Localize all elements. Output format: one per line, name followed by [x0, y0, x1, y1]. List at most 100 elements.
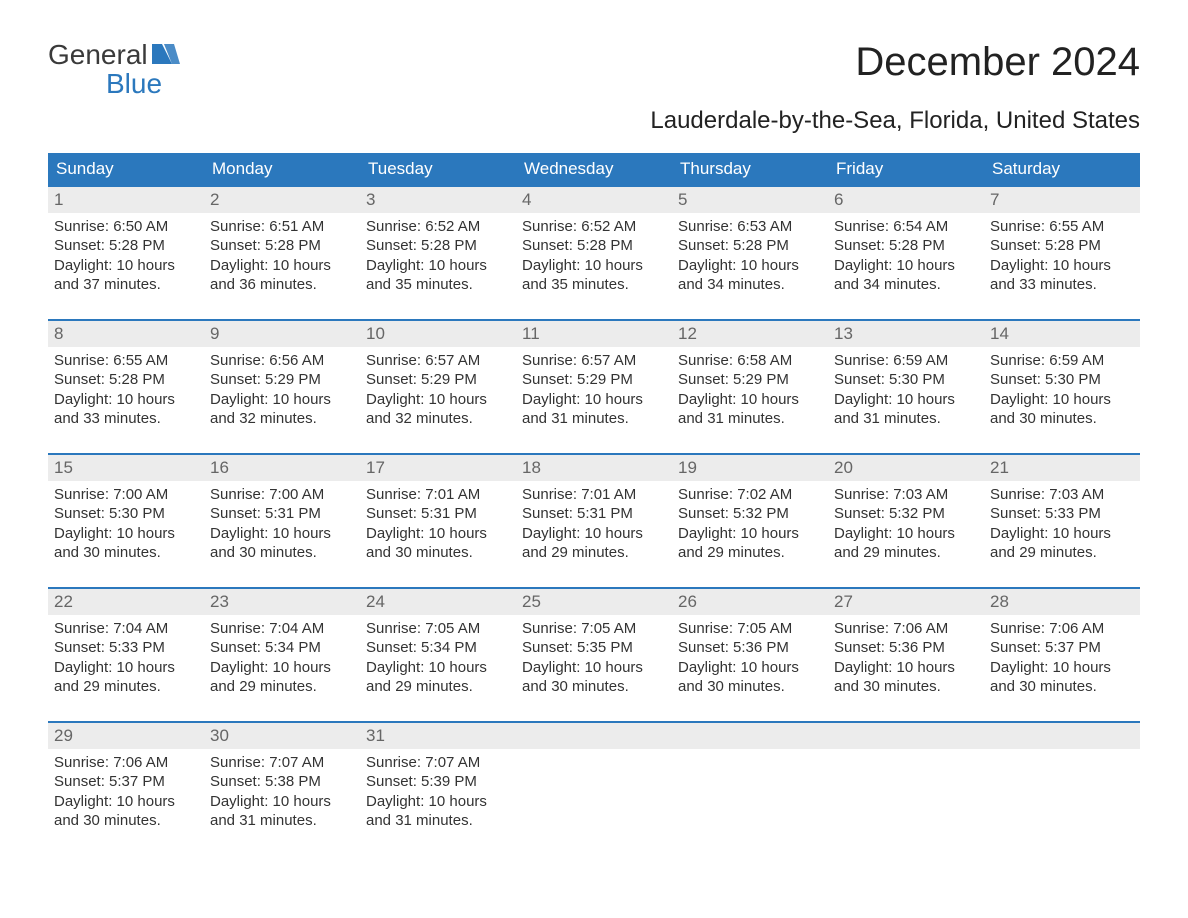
day-sunset: Sunset: 5:28 PM: [54, 236, 198, 256]
day-dl2: and 29 minutes.: [54, 677, 198, 697]
empty-day-num-bar: [516, 723, 672, 749]
day-cell: 27Sunrise: 7:06 AMSunset: 5:36 PMDayligh…: [828, 589, 984, 717]
day-dl2: and 30 minutes.: [366, 543, 510, 563]
day-dl2: and 30 minutes.: [834, 677, 978, 697]
day-details: Sunrise: 7:07 AMSunset: 5:39 PMDaylight:…: [360, 749, 516, 841]
day-dl1: Daylight: 10 hours: [678, 524, 822, 544]
day-dl2: and 33 minutes.: [990, 275, 1134, 295]
day-sunrise: Sunrise: 7:04 AM: [54, 619, 198, 639]
day-details: Sunrise: 6:59 AMSunset: 5:30 PMDaylight:…: [984, 347, 1140, 439]
week-row: 29Sunrise: 7:06 AMSunset: 5:37 PMDayligh…: [48, 721, 1140, 851]
day-sunset: Sunset: 5:31 PM: [522, 504, 666, 524]
day-number: 2: [204, 187, 360, 213]
day-dl1: Daylight: 10 hours: [990, 390, 1134, 410]
day-cell: 19Sunrise: 7:02 AMSunset: 5:32 PMDayligh…: [672, 455, 828, 583]
day-sunset: Sunset: 5:34 PM: [210, 638, 354, 658]
day-sunset: Sunset: 5:34 PM: [366, 638, 510, 658]
day-sunrise: Sunrise: 7:00 AM: [54, 485, 198, 505]
location-subtitle: Lauderdale-by-the-Sea, Florida, United S…: [48, 107, 1140, 135]
day-details: Sunrise: 7:06 AMSunset: 5:37 PMDaylight:…: [48, 749, 204, 841]
day-number: 31: [360, 723, 516, 749]
day-dl1: Daylight: 10 hours: [54, 524, 198, 544]
day-details: Sunrise: 7:01 AMSunset: 5:31 PMDaylight:…: [360, 481, 516, 573]
day-cell: 17Sunrise: 7:01 AMSunset: 5:31 PMDayligh…: [360, 455, 516, 583]
day-sunrise: Sunrise: 7:05 AM: [678, 619, 822, 639]
day-sunset: Sunset: 5:28 PM: [210, 236, 354, 256]
day-sunset: Sunset: 5:37 PM: [990, 638, 1134, 658]
day-sunrise: Sunrise: 7:06 AM: [990, 619, 1134, 639]
week-row: 8Sunrise: 6:55 AMSunset: 5:28 PMDaylight…: [48, 319, 1140, 449]
day-details: Sunrise: 7:05 AMSunset: 5:34 PMDaylight:…: [360, 615, 516, 707]
day-number: 13: [828, 321, 984, 347]
week-row: 15Sunrise: 7:00 AMSunset: 5:30 PMDayligh…: [48, 453, 1140, 583]
day-number: 16: [204, 455, 360, 481]
day-dl2: and 34 minutes.: [678, 275, 822, 295]
day-sunrise: Sunrise: 6:56 AM: [210, 351, 354, 371]
day-number: 24: [360, 589, 516, 615]
day-dl2: and 31 minutes.: [678, 409, 822, 429]
day-dl2: and 30 minutes.: [990, 677, 1134, 697]
day-details: Sunrise: 7:05 AMSunset: 5:36 PMDaylight:…: [672, 615, 828, 707]
day-cell: 1Sunrise: 6:50 AMSunset: 5:28 PMDaylight…: [48, 187, 204, 315]
day-cell: [828, 723, 984, 851]
day-number: 30: [204, 723, 360, 749]
day-number: 28: [984, 589, 1140, 615]
day-sunset: Sunset: 5:32 PM: [834, 504, 978, 524]
day-dl2: and 30 minutes.: [210, 543, 354, 563]
day-cell: 11Sunrise: 6:57 AMSunset: 5:29 PMDayligh…: [516, 321, 672, 449]
day-header: Friday: [828, 153, 984, 185]
day-number: 14: [984, 321, 1140, 347]
day-sunset: Sunset: 5:36 PM: [834, 638, 978, 658]
day-number: 22: [48, 589, 204, 615]
day-header-row: SundayMondayTuesdayWednesdayThursdayFrid…: [48, 153, 1140, 185]
day-sunrise: Sunrise: 7:03 AM: [834, 485, 978, 505]
day-number: 1: [48, 187, 204, 213]
day-sunrise: Sunrise: 7:07 AM: [366, 753, 510, 773]
day-cell: 23Sunrise: 7:04 AMSunset: 5:34 PMDayligh…: [204, 589, 360, 717]
week-row: 22Sunrise: 7:04 AMSunset: 5:33 PMDayligh…: [48, 587, 1140, 717]
weeks-container: 1Sunrise: 6:50 AMSunset: 5:28 PMDaylight…: [48, 185, 1140, 851]
day-sunrise: Sunrise: 7:01 AM: [522, 485, 666, 505]
day-details: Sunrise: 7:06 AMSunset: 5:37 PMDaylight:…: [984, 615, 1140, 707]
day-sunset: Sunset: 5:29 PM: [522, 370, 666, 390]
day-dl1: Daylight: 10 hours: [522, 256, 666, 276]
day-sunrise: Sunrise: 6:58 AM: [678, 351, 822, 371]
day-dl1: Daylight: 10 hours: [834, 658, 978, 678]
day-dl2: and 36 minutes.: [210, 275, 354, 295]
day-dl2: and 32 minutes.: [366, 409, 510, 429]
day-sunrise: Sunrise: 6:53 AM: [678, 217, 822, 237]
logo-flag-icon: [152, 40, 180, 69]
day-sunset: Sunset: 5:29 PM: [210, 370, 354, 390]
day-dl2: and 30 minutes.: [990, 409, 1134, 429]
day-cell: 21Sunrise: 7:03 AMSunset: 5:33 PMDayligh…: [984, 455, 1140, 583]
day-dl1: Daylight: 10 hours: [834, 390, 978, 410]
day-sunset: Sunset: 5:28 PM: [678, 236, 822, 256]
day-number: 21: [984, 455, 1140, 481]
day-sunset: Sunset: 5:30 PM: [834, 370, 978, 390]
day-details: Sunrise: 7:03 AMSunset: 5:32 PMDaylight:…: [828, 481, 984, 573]
day-dl1: Daylight: 10 hours: [990, 524, 1134, 544]
day-cell: 16Sunrise: 7:00 AMSunset: 5:31 PMDayligh…: [204, 455, 360, 583]
day-dl2: and 35 minutes.: [522, 275, 666, 295]
day-cell: [984, 723, 1140, 851]
day-sunrise: Sunrise: 7:05 AM: [366, 619, 510, 639]
day-header: Tuesday: [360, 153, 516, 185]
day-sunset: Sunset: 5:31 PM: [366, 504, 510, 524]
day-number: 25: [516, 589, 672, 615]
day-sunrise: Sunrise: 7:00 AM: [210, 485, 354, 505]
day-number: 15: [48, 455, 204, 481]
day-sunrise: Sunrise: 7:07 AM: [210, 753, 354, 773]
day-details: Sunrise: 6:51 AMSunset: 5:28 PMDaylight:…: [204, 213, 360, 305]
page-header: General Blue December 2024: [48, 40, 1140, 99]
day-header: Sunday: [48, 153, 204, 185]
day-dl2: and 30 minutes.: [522, 677, 666, 697]
day-dl1: Daylight: 10 hours: [210, 658, 354, 678]
day-dl1: Daylight: 10 hours: [990, 658, 1134, 678]
day-details: Sunrise: 7:04 AMSunset: 5:34 PMDaylight:…: [204, 615, 360, 707]
day-cell: 2Sunrise: 6:51 AMSunset: 5:28 PMDaylight…: [204, 187, 360, 315]
day-number: 12: [672, 321, 828, 347]
day-dl2: and 31 minutes.: [522, 409, 666, 429]
day-dl2: and 29 minutes.: [678, 543, 822, 563]
day-sunrise: Sunrise: 7:04 AM: [210, 619, 354, 639]
day-dl2: and 31 minutes.: [366, 811, 510, 831]
